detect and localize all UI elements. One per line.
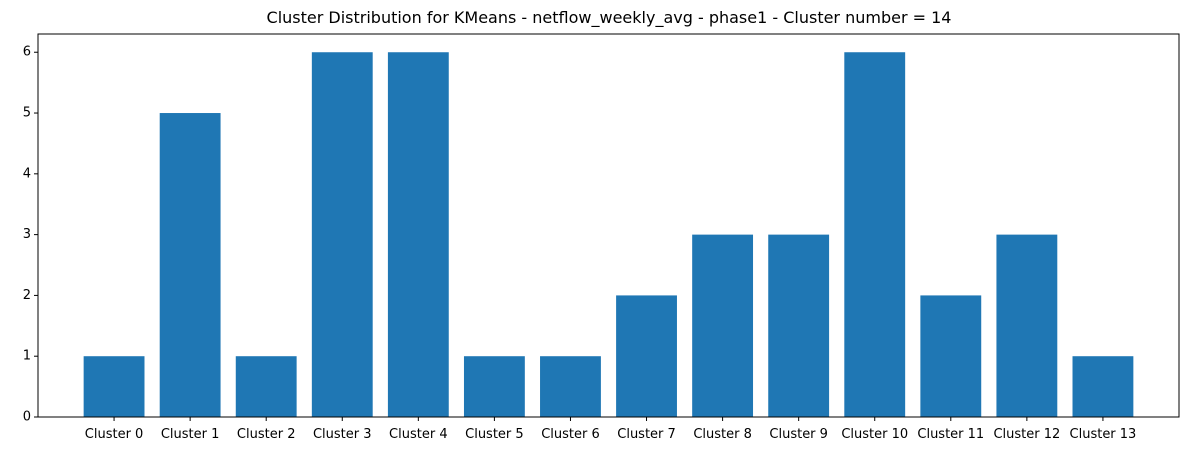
plot-frame	[37, 33, 1180, 418]
bar-cluster-9	[768, 234, 830, 417]
x-tick-label: Cluster 10	[841, 427, 908, 442]
bar-cluster-8	[692, 234, 754, 417]
bar-cluster-6	[540, 356, 601, 417]
y-tick-label: 1	[23, 349, 31, 364]
bar-cluster-10	[844, 52, 906, 417]
bar-cluster-2	[235, 356, 297, 417]
bar-cluster-11	[920, 295, 982, 417]
bar-cluster-13	[1072, 356, 1134, 417]
x-tick-label: Cluster 2	[237, 427, 296, 442]
x-tick-label: Cluster 1	[161, 427, 220, 442]
x-tick-label: Cluster 8	[693, 427, 752, 442]
y-tick-label: 5	[23, 106, 31, 121]
bar-cluster-3	[311, 52, 373, 417]
x-tick-label: Cluster 3	[313, 427, 372, 442]
bar-cluster-0	[83, 356, 145, 417]
x-tick-label: Cluster 4	[389, 427, 448, 442]
y-tick-label: 4	[23, 166, 31, 181]
y-axis-ticks: 0 1 2 3 4 5 6	[23, 45, 38, 425]
y-tick-label: 0	[23, 410, 31, 425]
x-tick-label: Cluster 5	[465, 427, 524, 442]
bar-cluster-7	[616, 295, 677, 417]
x-tick-label: Cluster 11	[917, 427, 984, 442]
y-tick-label: 6	[23, 45, 31, 60]
x-tick-label: Cluster 7	[617, 427, 676, 442]
bar-cluster-5	[463, 356, 525, 417]
bar-cluster-4	[387, 52, 449, 417]
chart-title: Cluster Distribution for KMeans - netflo…	[267, 8, 952, 28]
x-tick-label: Cluster 13	[1070, 427, 1137, 442]
x-tick-label: Cluster 6	[541, 427, 600, 442]
axes-group	[37, 33, 1180, 418]
y-tick-label: 3	[23, 227, 31, 242]
x-tick-label: Cluster 9	[769, 427, 828, 442]
x-axis-ticks: Cluster 0 Cluster 1 Cluster 2 Cluster 3 Clus…	[85, 417, 1137, 442]
bar-cluster-12	[996, 234, 1058, 417]
y-tick-label: 2	[23, 288, 31, 303]
x-tick-label: Cluster 0	[85, 427, 144, 442]
bar-cluster-1	[159, 113, 221, 418]
bars-group	[83, 52, 1134, 418]
x-tick-label: Cluster 12	[993, 427, 1060, 442]
